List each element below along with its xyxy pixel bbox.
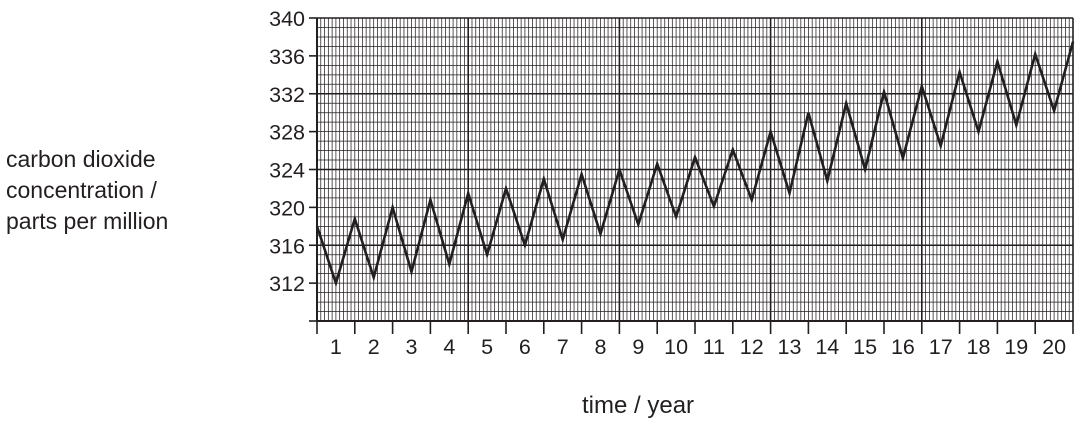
x-tick-label: 10 [664,335,688,359]
x-tick-label: 16 [891,335,915,359]
x-tick-label: 3 [406,335,418,359]
x-tick-label: 7 [557,335,569,359]
x-tick-label: 6 [519,335,531,359]
x-tick-label: 9 [632,335,644,359]
series-group [315,41,1075,288]
y-tick-label: 312 [269,272,305,296]
x-tick-label: 2 [368,335,380,359]
y-axis-label: carbon dioxide concentration / parts per… [6,144,221,237]
y-axis-label-line-2: concentration / [6,177,157,203]
y-tick-label: 340 [269,7,305,31]
x-tick-label: 11 [703,335,725,359]
y-axis-label-line-3: parts per million [6,208,169,234]
y-tick-label: 320 [269,196,305,220]
x-tick-label: 19 [1004,335,1028,359]
x-tick-label: 1 [330,335,342,359]
y-tick-labels: 312 316 320 324 328 332 336 340 [269,7,305,296]
x-tick-labels: 1 2 3 4 5 6 7 8 9 10 11 12 13 14 15 16 17 18 19 20 [330,335,1066,359]
x-axis-label: time / year [582,392,695,419]
x-tick-label: 4 [443,335,455,359]
x-tick-label: 5 [481,335,493,359]
axes [309,17,1074,334]
x-tick-label: 18 [967,335,991,359]
co2-series-line [315,41,1075,288]
x-tick-label: 8 [595,335,607,359]
y-tick-label: 336 [269,45,305,69]
x-tick-label: 20 [1042,335,1066,359]
y-tick-label: 332 [269,83,305,107]
x-tick-label: 13 [778,335,802,359]
x-tick-label: 12 [740,335,764,359]
x-tick-label: 15 [853,335,877,359]
y-axis-label-line-1: carbon dioxide [6,146,156,172]
x-tick-label: 17 [929,335,953,359]
y-tick-label: 316 [269,234,305,258]
y-tick-label: 324 [269,159,305,183]
x-tick-label: 14 [815,335,839,359]
y-tick-label: 328 [269,121,305,145]
